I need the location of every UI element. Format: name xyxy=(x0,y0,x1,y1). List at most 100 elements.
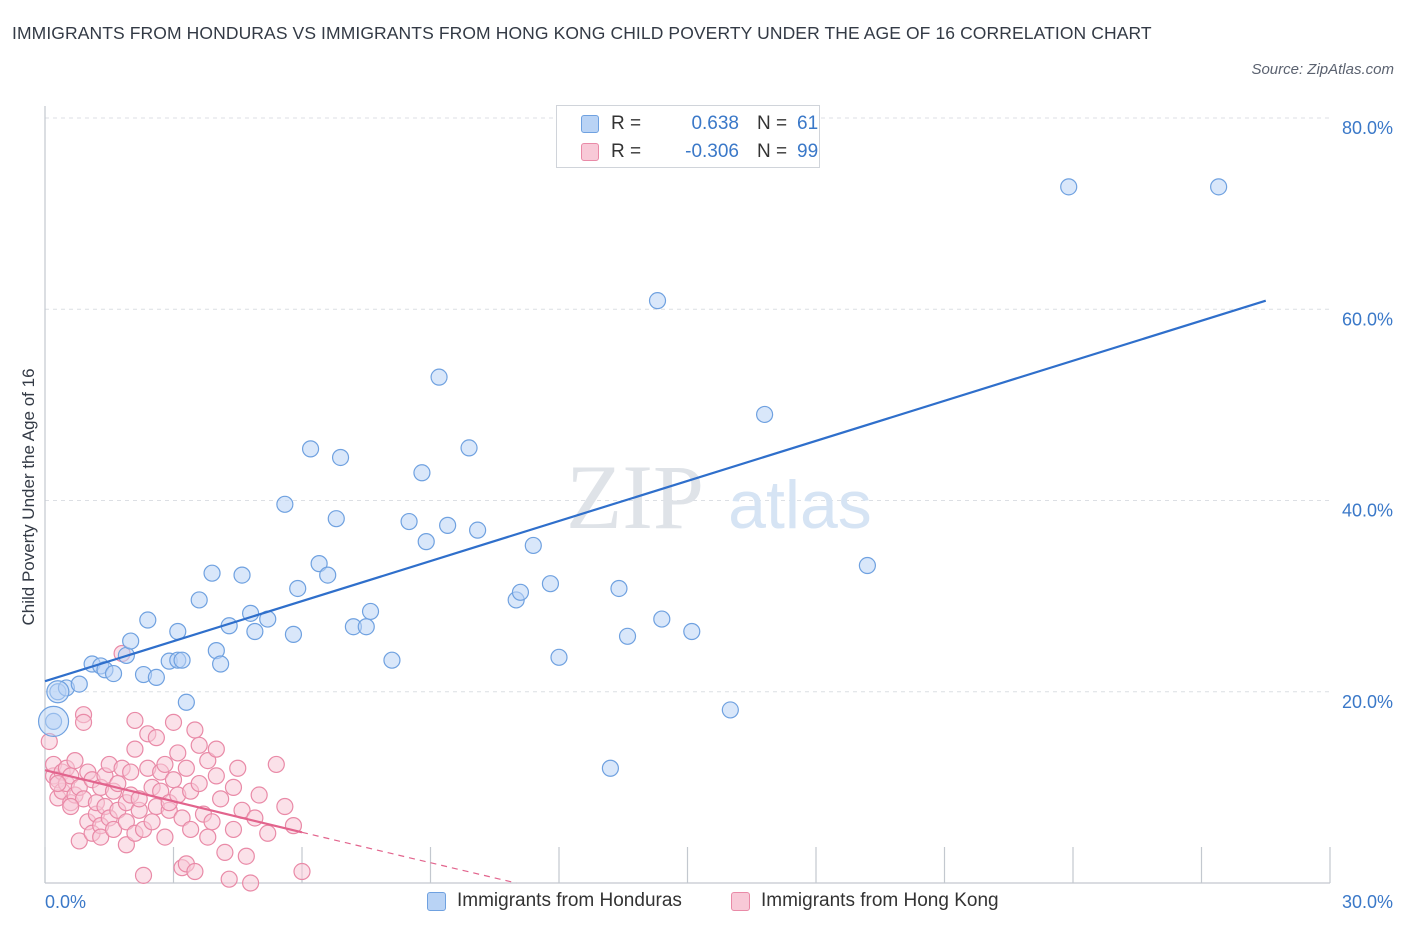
honduras-point[interactable] xyxy=(541,575,560,593)
hong-kong-point[interactable] xyxy=(126,711,144,730)
hong-kong-point[interactable] xyxy=(276,797,294,816)
honduras-point[interactable] xyxy=(1210,178,1228,196)
hong-kong-point[interactable] xyxy=(237,847,255,865)
hong-kong-point[interactable] xyxy=(190,774,208,793)
honduras-point[interactable] xyxy=(122,632,140,650)
honduras-point[interactable] xyxy=(469,521,487,539)
honduras-point[interactable] xyxy=(319,566,337,584)
hong-kong-point[interactable] xyxy=(190,736,208,754)
hong-kong-point[interactable] xyxy=(173,809,191,827)
hong-kong-point[interactable] xyxy=(216,843,234,862)
honduras-point[interactable] xyxy=(460,439,478,457)
honduras-point[interactable] xyxy=(618,627,637,645)
hong-kong-point[interactable] xyxy=(229,759,247,777)
honduras-point[interactable] xyxy=(276,495,294,513)
honduras-point[interactable] xyxy=(301,440,320,458)
honduras-point[interactable] xyxy=(173,651,191,669)
hong-kong-point[interactable] xyxy=(156,828,174,846)
honduras-point[interactable] xyxy=(610,579,628,598)
honduras-point[interactable] xyxy=(212,655,230,673)
hong-kong-point[interactable] xyxy=(66,751,84,770)
honduras-point[interactable] xyxy=(233,566,251,584)
hong-kong-point[interactable] xyxy=(164,713,183,731)
hong-kong-point[interactable] xyxy=(246,809,264,827)
honduras-point[interactable] xyxy=(310,555,328,573)
honduras-point[interactable] xyxy=(104,664,123,683)
honduras-point[interactable] xyxy=(1060,178,1078,196)
honduras-point[interactable] xyxy=(653,610,671,628)
x-tick-label: 0.0% xyxy=(45,892,86,912)
hong-kong-point[interactable] xyxy=(199,828,217,846)
honduras-point[interactable] xyxy=(203,564,221,582)
honduras-point[interactable] xyxy=(147,668,165,687)
honduras-point[interactable] xyxy=(601,759,620,777)
hong-kong-point[interactable] xyxy=(212,790,230,808)
honduras-point[interactable] xyxy=(511,583,530,601)
honduras-point[interactable] xyxy=(357,618,375,636)
honduras-point[interactable] xyxy=(648,292,667,310)
hong-kong-point[interactable] xyxy=(164,771,183,789)
honduras-point[interactable] xyxy=(400,512,418,531)
hong-kong-point[interactable] xyxy=(70,832,88,850)
honduras-point[interactable] xyxy=(413,464,431,482)
hong-kong-point[interactable] xyxy=(220,870,238,888)
hong-kong-point[interactable] xyxy=(134,866,153,884)
honduras-point[interactable] xyxy=(37,705,70,737)
source-note: Source: ZipAtlas.com xyxy=(1251,61,1394,78)
hong-kong-point[interactable] xyxy=(74,713,93,731)
hong-kong-point[interactable] xyxy=(267,755,285,774)
hong-kong-point[interactable] xyxy=(293,862,311,881)
hong-kong-point[interactable] xyxy=(186,721,204,739)
hong-kong-point[interactable] xyxy=(224,778,243,796)
honduras-point[interactable] xyxy=(755,405,774,424)
hong-kong-point[interactable] xyxy=(259,824,277,842)
hong-kong-point[interactable] xyxy=(117,836,135,854)
honduras-point[interactable] xyxy=(417,533,435,551)
hong-kong-point[interactable] xyxy=(104,820,123,839)
honduras-point[interactable] xyxy=(550,648,568,666)
hong-kong-point[interactable] xyxy=(49,774,67,793)
honduras-point[interactable] xyxy=(524,536,542,555)
honduras-point[interactable] xyxy=(439,516,457,534)
hong-kong-point[interactable] xyxy=(207,767,225,785)
hong-kong-point[interactable] xyxy=(242,874,260,892)
n-value: 61 xyxy=(797,113,819,134)
hong-kong-swatch xyxy=(581,143,599,161)
honduras-legend-label: Immigrants from Honduras xyxy=(457,890,682,911)
honduras-point[interactable] xyxy=(46,680,70,704)
honduras-point[interactable] xyxy=(331,448,350,467)
hong-kong-point[interactable] xyxy=(186,862,204,881)
hong-kong-point[interactable] xyxy=(199,751,217,770)
hong-kong-point[interactable] xyxy=(147,729,165,747)
honduras-point[interactable] xyxy=(858,556,877,575)
honduras-point[interactable] xyxy=(177,693,195,711)
hong-kong-point[interactable] xyxy=(177,759,195,777)
honduras-point[interactable] xyxy=(383,651,401,669)
y-axis-label: Child Poverty Under the Age of 16 xyxy=(19,368,38,625)
hong-kong-point[interactable] xyxy=(207,740,225,758)
hong-kong-point[interactable] xyxy=(122,763,140,781)
hong-kong-point[interactable] xyxy=(117,813,135,831)
honduras-point[interactable] xyxy=(361,602,380,621)
honduras-point[interactable] xyxy=(139,611,157,629)
honduras-point[interactable] xyxy=(190,591,208,609)
honduras-point[interactable] xyxy=(284,625,303,643)
honduras-point[interactable] xyxy=(721,701,739,719)
honduras-point[interactable] xyxy=(289,579,307,598)
hong-kong-point[interactable] xyxy=(143,813,161,831)
hong-kong-point[interactable] xyxy=(126,740,144,758)
hong-kong-point[interactable] xyxy=(169,744,187,762)
hong-kong-point[interactable] xyxy=(182,820,200,839)
honduras-swatch xyxy=(581,115,599,133)
hong-kong-point[interactable] xyxy=(224,820,243,839)
honduras-point[interactable] xyxy=(246,622,264,641)
hong-kong-point[interactable] xyxy=(92,828,110,846)
honduras-point[interactable] xyxy=(70,675,88,693)
hong-kong-point[interactable] xyxy=(250,786,268,804)
honduras-point[interactable] xyxy=(430,368,448,386)
hong-kong-point[interactable] xyxy=(156,755,174,774)
hong-kong-point[interactable] xyxy=(62,797,80,816)
honduras-point[interactable] xyxy=(683,622,701,641)
hong-kong-point[interactable] xyxy=(203,813,221,831)
honduras-point[interactable] xyxy=(327,510,345,528)
